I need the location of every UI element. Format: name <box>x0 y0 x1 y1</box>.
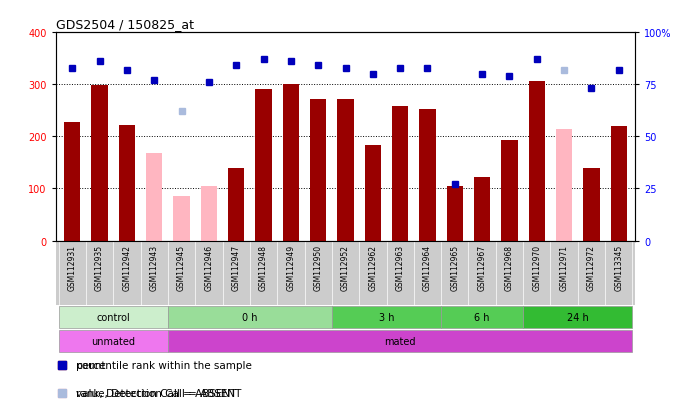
Bar <box>146 154 163 241</box>
Text: GSM112943: GSM112943 <box>149 244 158 290</box>
Bar <box>59 330 168 352</box>
Text: mated: mated <box>385 336 416 346</box>
Text: 24 h: 24 h <box>567 312 588 322</box>
Bar <box>441 306 523 328</box>
Text: GSM112967: GSM112967 <box>477 244 487 290</box>
Bar <box>173 197 190 241</box>
Bar <box>523 306 632 328</box>
Text: GSM112972: GSM112972 <box>587 244 596 290</box>
Text: 0 h: 0 h <box>242 312 258 322</box>
Text: GSM112962: GSM112962 <box>369 244 378 290</box>
Text: GSM112970: GSM112970 <box>533 244 542 290</box>
Bar <box>419 110 436 241</box>
Bar <box>168 306 332 328</box>
Bar <box>332 306 441 328</box>
Text: GSM113345: GSM113345 <box>614 244 623 290</box>
Bar <box>228 168 244 241</box>
Bar <box>364 145 381 241</box>
Text: GSM112952: GSM112952 <box>341 244 350 290</box>
Bar <box>119 126 135 241</box>
Bar <box>392 107 408 241</box>
Bar <box>584 168 600 241</box>
Text: GSM112949: GSM112949 <box>286 244 295 290</box>
Text: GSM112942: GSM112942 <box>122 244 131 290</box>
Bar <box>283 85 299 241</box>
Text: GSM112931: GSM112931 <box>68 244 77 290</box>
Bar <box>59 306 168 328</box>
Text: 6 h: 6 h <box>475 312 490 322</box>
Text: GSM112948: GSM112948 <box>259 244 268 290</box>
Bar <box>91 86 107 241</box>
Text: GSM112968: GSM112968 <box>505 244 514 290</box>
Bar <box>611 127 627 241</box>
Text: GSM112971: GSM112971 <box>560 244 569 290</box>
Bar <box>556 130 572 241</box>
Text: percentile rank within the sample: percentile rank within the sample <box>76 360 252 370</box>
Bar <box>447 187 463 241</box>
Bar <box>64 122 80 241</box>
Text: control: control <box>96 312 130 322</box>
Text: GSM112935: GSM112935 <box>95 244 104 290</box>
Text: rank, Detection Call = ABSENT: rank, Detection Call = ABSENT <box>76 388 237 398</box>
Bar <box>528 81 545 241</box>
Text: count: count <box>76 360 105 370</box>
Text: GSM112965: GSM112965 <box>450 244 459 290</box>
Bar <box>168 330 632 352</box>
Text: 3 h: 3 h <box>379 312 394 322</box>
Bar <box>474 178 490 241</box>
Text: GSM112946: GSM112946 <box>205 244 214 290</box>
Text: value, Detection Call = ABSENT: value, Detection Call = ABSENT <box>76 388 242 398</box>
Text: unmated: unmated <box>91 336 135 346</box>
Bar <box>201 187 217 241</box>
Text: GSM112945: GSM112945 <box>177 244 186 290</box>
Text: GSM112950: GSM112950 <box>313 244 322 290</box>
Bar <box>255 90 272 241</box>
Text: GSM112963: GSM112963 <box>396 244 405 290</box>
Bar <box>501 141 518 241</box>
Bar <box>337 100 354 241</box>
Text: GDS2504 / 150825_at: GDS2504 / 150825_at <box>56 17 194 31</box>
Bar <box>310 100 327 241</box>
Text: GSM112947: GSM112947 <box>232 244 241 290</box>
Text: GSM112964: GSM112964 <box>423 244 432 290</box>
